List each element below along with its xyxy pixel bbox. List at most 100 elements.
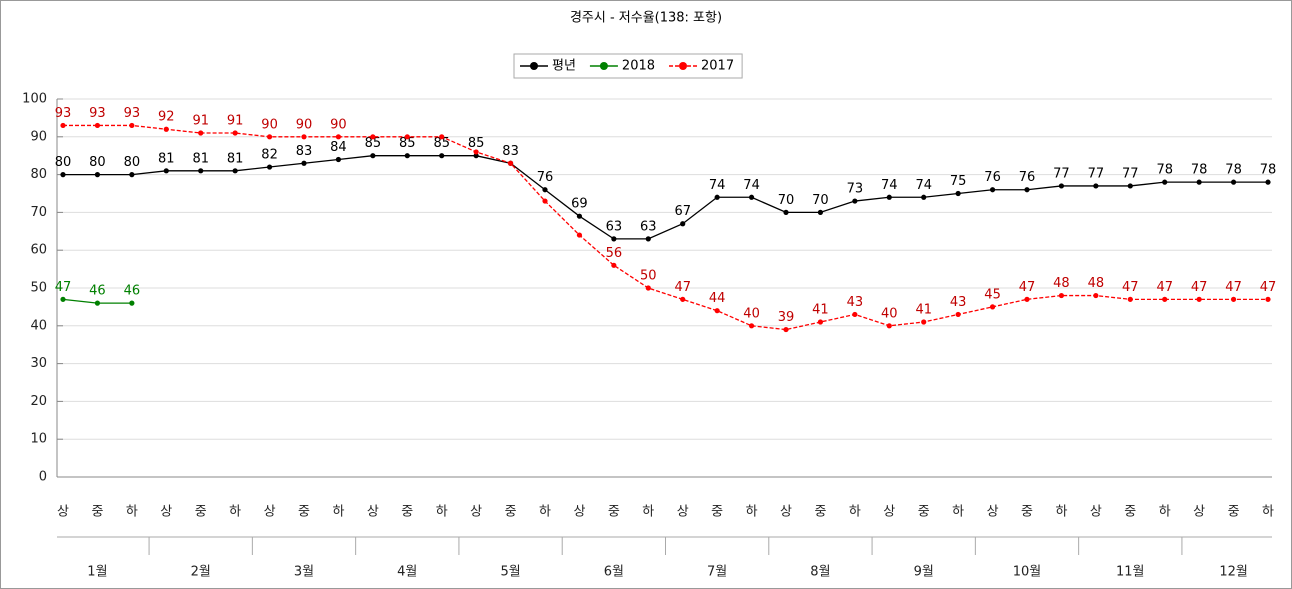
data-label: 74 [743,178,760,193]
point [955,311,961,318]
point [301,160,307,166]
data-label: 67 [674,204,691,219]
point [783,326,789,333]
data-label: 56 [606,246,623,261]
x-tick-label: 하 [746,505,758,520]
point [335,156,342,163]
group-label: 4월 [397,565,417,580]
y-tick-label: 60 [30,243,47,258]
x-tick-label: 중 [1228,505,1240,520]
x-tick-label: 중 [91,505,103,520]
point [886,194,892,200]
point [1024,187,1030,193]
x-tick-label: 하 [1055,505,1067,520]
x-tick-label: 중 [1124,505,1136,520]
point [1265,296,1271,302]
point [266,134,273,140]
x-tick-label: 하 [849,505,861,520]
point [94,172,101,178]
point [439,134,445,140]
data-label: 44 [709,291,726,306]
group-label: 5월 [500,565,520,580]
data-label: 40 [881,306,898,321]
x-tick-label: 상 [470,505,482,520]
data-label: 92 [158,110,175,125]
point [921,319,927,325]
group-label: 9월 [914,565,934,580]
point [542,187,548,193]
point [886,323,892,329]
point [748,323,755,329]
point [129,172,135,178]
data-label: 80 [89,155,106,170]
data-label: 85 [365,136,382,151]
data-label: 45 [984,287,1001,302]
legend-marker [679,62,688,70]
x-tick-label: 중 [195,505,207,520]
x-tick-label: 상 [883,505,895,520]
data-label: 47 [1260,280,1277,295]
point [163,126,169,132]
y-tick-label: 20 [30,394,47,409]
data-label: 91 [227,114,244,129]
data-label: 81 [227,151,244,166]
point [748,194,755,200]
data-label: 43 [950,295,967,310]
data-label: 70 [778,193,795,208]
point [1265,179,1271,185]
point [1162,179,1168,185]
data-label: 63 [606,219,623,234]
point [232,168,238,174]
data-label: 76 [984,170,1001,185]
legend-label: 2017 [701,59,734,74]
x-tick-label: 상 [1193,505,1205,520]
data-label: 77 [1088,166,1105,181]
data-label: 80 [55,155,72,170]
point [852,311,858,318]
point [129,122,135,129]
data-label: 77 [1122,166,1139,181]
y-tick-label: 70 [30,205,47,220]
x-tick-label: 하 [642,505,654,520]
legend-marker [599,62,608,70]
point [1058,292,1065,299]
data-label: 48 [1088,276,1105,291]
point [404,153,410,159]
x-tick-label: 상 [264,505,276,520]
x-tick-label: 하 [1262,505,1274,520]
point [645,285,651,291]
data-label: 69 [571,197,588,212]
x-tick-label: 중 [298,505,310,520]
point [60,296,66,302]
data-label: 78 [1225,163,1242,178]
data-label: 93 [89,106,106,121]
point [163,168,169,174]
x-tick-label: 상 [677,505,689,520]
data-label: 47 [674,280,691,295]
data-label: 43 [847,295,864,310]
point [989,304,996,310]
y-tick-label: 50 [30,281,47,296]
point [232,130,238,136]
y-tick-label: 40 [30,318,47,333]
x-tick-label: 하 [952,505,964,520]
data-label: 85 [433,136,450,151]
point [817,319,824,325]
data-label: 47 [1122,280,1139,295]
y-tick-label: 10 [30,432,47,447]
data-label: 83 [296,144,313,159]
x-tick-label: 하 [436,505,448,520]
legend-label: 2018 [622,59,655,74]
point [129,300,135,306]
y-tick-label: 80 [30,167,47,182]
x-tick-label: 상 [987,505,999,520]
point [198,168,204,174]
point [542,198,548,204]
group-label: 10월 [1013,565,1042,580]
data-label: 46 [124,284,141,299]
point [1058,183,1065,189]
point [473,149,479,155]
point [955,190,961,197]
data-label: 74 [915,178,932,193]
point [1093,183,1099,189]
